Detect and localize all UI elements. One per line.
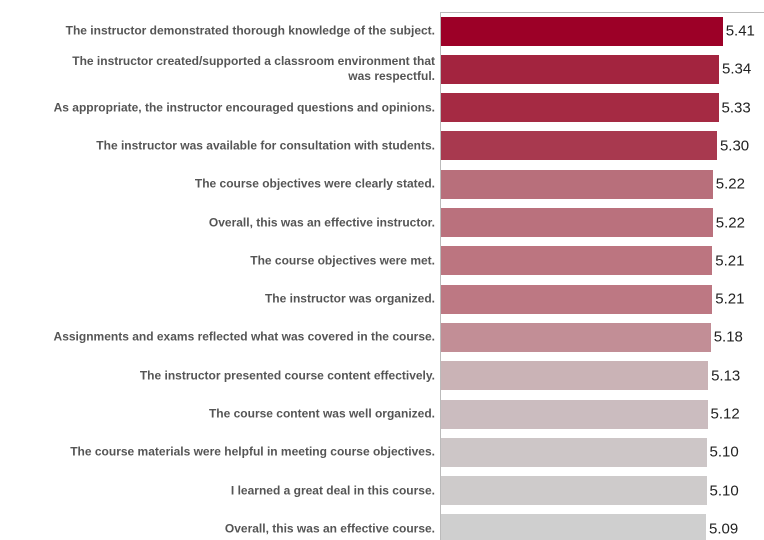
value-label: 5.10	[709, 443, 739, 461]
value-label: 5.21	[715, 252, 745, 270]
bar	[440, 322, 711, 352]
value-label: 5.30	[719, 137, 750, 155]
category-label: The course materials were helpful in mee…	[70, 444, 435, 459]
category-label: The instructor created/supported a class…	[72, 54, 435, 84]
value-label: 5.21	[715, 290, 745, 308]
value-label: 5.13	[711, 367, 741, 385]
bar	[440, 399, 708, 429]
category-label: The course content was well organized.	[208, 406, 435, 421]
bar	[440, 246, 713, 276]
axis-line	[440, 12, 441, 540]
value-label: 5.12	[710, 405, 740, 423]
category-label: The instructor was organized.	[264, 291, 435, 306]
value-label: 5.09	[708, 520, 739, 538]
bar	[440, 131, 717, 161]
bar	[440, 93, 719, 123]
category-label: Overall, this was an effective instructo…	[208, 215, 435, 229]
bar	[440, 169, 713, 199]
category-label: Assignments and exams reflected what was…	[53, 329, 435, 344]
category-label: The course objectives were clearly state…	[194, 176, 435, 191]
value-label: 5.10	[709, 482, 739, 500]
category-label: The instructor was available for consult…	[96, 138, 435, 153]
category-label: Overall, this was an effective course.	[224, 521, 435, 536]
bar	[440, 208, 713, 237]
bar	[440, 284, 713, 314]
value-label: 5.34	[722, 60, 752, 78]
bar	[440, 361, 709, 391]
bar	[440, 476, 707, 506]
value-label: 5.18	[713, 328, 743, 346]
top-line	[440, 12, 764, 13]
bar	[440, 54, 720, 84]
category-label: The instructor presented course content …	[139, 368, 435, 383]
value-label: 5.22	[715, 214, 745, 231]
bar	[440, 437, 707, 467]
category-label: The course objectives were met.	[250, 253, 435, 268]
category-label: The instructor demonstrated thorough kno…	[65, 23, 435, 38]
category-label: As appropriate, the instructor encourage…	[53, 100, 435, 115]
bar	[440, 16, 723, 46]
category-label: I learned a great deal in this course.	[230, 483, 435, 498]
value-label: 5.41	[725, 22, 755, 40]
value-label: 5.33	[721, 99, 751, 117]
value-label: 5.22	[715, 175, 745, 193]
bar	[440, 514, 706, 540]
